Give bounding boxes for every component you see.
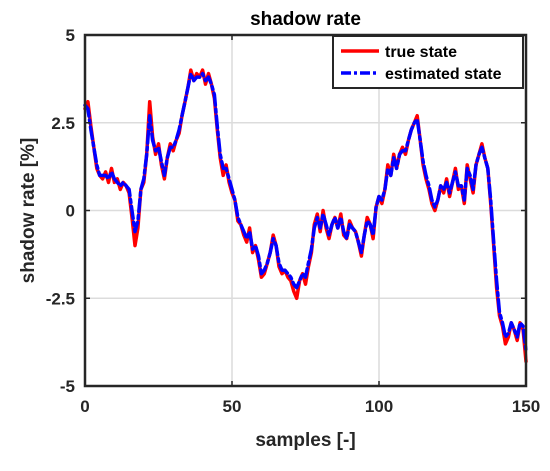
legend: true state estimated state [332, 35, 524, 89]
y-tick-label: 2.5 [51, 114, 75, 133]
x-axis-label: samples [-] [255, 430, 355, 451]
legend-label-estimated-state: estimated state [385, 66, 502, 83]
y-axis-label: shadow rate [%] [18, 138, 39, 284]
y-tick-label: 0 [66, 202, 75, 221]
x-tick-label: 100 [365, 397, 393, 416]
legend-label-true-state: true state [385, 44, 457, 61]
x-tick-label: 50 [223, 397, 242, 416]
estimated-state-line [83, 71, 528, 353]
y-tick-label: -5 [60, 377, 75, 396]
y-tick-label: -2.5 [46, 289, 75, 308]
y-tick-label: 5 [66, 26, 75, 45]
legend-box [332, 35, 524, 89]
series-layer [83, 68, 528, 364]
x-tick-label: 150 [512, 397, 540, 416]
tick-labels: 0 50 100 150 -5 -2.5 0 2.5 5 [46, 26, 540, 416]
x-tick-label: 0 [80, 397, 89, 416]
chart-title: shadow rate [250, 9, 361, 30]
